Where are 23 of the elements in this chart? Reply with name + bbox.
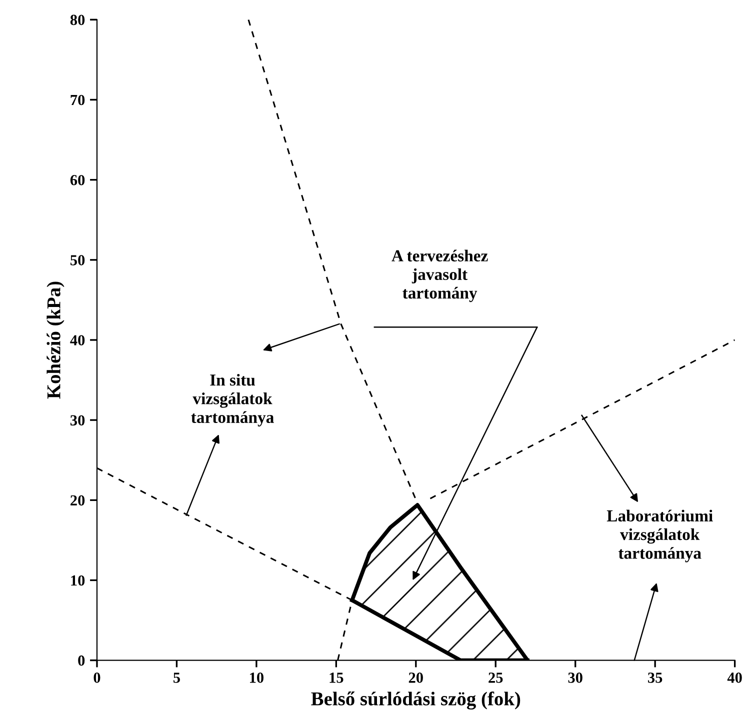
x-tick-label: 40 bbox=[727, 672, 742, 683]
x-tick-label: 20 bbox=[408, 672, 423, 683]
y-axis-title: Kohézió (kPa) bbox=[46, 282, 64, 399]
annotation: In situ vizsgálatok tartománya bbox=[191, 374, 274, 426]
x-tick-label: 10 bbox=[250, 672, 264, 683]
y-tick-label: 80 bbox=[70, 14, 85, 26]
y-tick-label: 10 bbox=[71, 575, 85, 586]
x-tick-label: 0 bbox=[94, 672, 100, 683]
y-tick-label: 70 bbox=[70, 94, 85, 106]
annotation: A tervezéshez javasolt tartomány bbox=[392, 250, 488, 302]
x-tick-label: 15 bbox=[330, 672, 344, 683]
x-tick-label: 5 bbox=[174, 672, 180, 683]
y-tick-label: 20 bbox=[70, 495, 85, 506]
y-tick-label: 40 bbox=[70, 335, 85, 346]
x-tick-label: 35 bbox=[648, 672, 662, 683]
x-axis-title: Belső súrlódási szög (fok) bbox=[311, 692, 520, 710]
x-tick-label: 30 bbox=[568, 672, 582, 683]
annotation: Laboratóriumi vizsgálatok tartománya bbox=[606, 510, 713, 562]
y-tick-label: 0 bbox=[78, 655, 85, 666]
y-tick-label: 50 bbox=[70, 255, 85, 266]
y-tick-label: 30 bbox=[70, 415, 85, 426]
y-tick-label: 60 bbox=[70, 174, 85, 186]
x-tick-label: 25 bbox=[488, 672, 503, 683]
